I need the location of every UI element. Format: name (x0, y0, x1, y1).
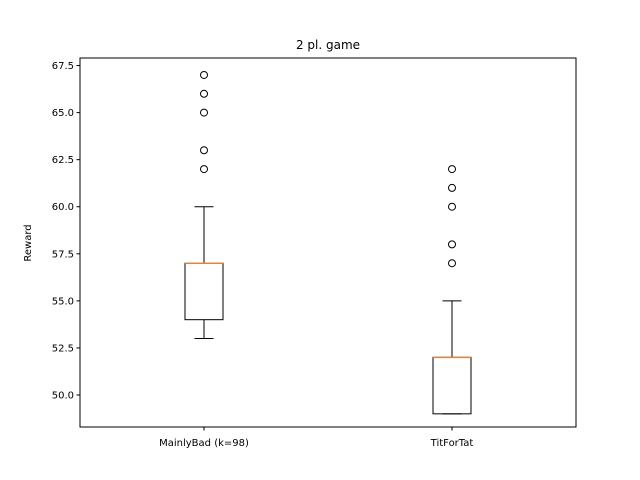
y-tick-label: 60.0 (52, 202, 74, 213)
y-tick-label: 67.5 (52, 61, 74, 72)
y-tick-label: 50.0 (52, 390, 74, 401)
axes-frame (79, 57, 577, 428)
y-tick-label: 52.5 (52, 343, 74, 354)
chart-title: 2 pl. game (296, 38, 360, 52)
y-tick-label: 65.0 (52, 108, 74, 119)
iqr-box (184, 262, 224, 321)
y-tick-label: 62.5 (52, 155, 74, 166)
outlier-point (200, 165, 208, 174)
outlier-point (448, 240, 456, 249)
iqr-box (432, 356, 472, 415)
plot-area: 50.0 52.5 55.0 57.5 60.0 62.5 65.0 67.5 MainlyBa… (52, 57, 577, 449)
outlier-point (200, 89, 208, 98)
outlier-point (200, 108, 208, 117)
outlier-point (200, 70, 208, 79)
x-tick-label: MainlyBad (k=98) (159, 438, 249, 449)
y-tick-label: 55.0 (52, 296, 74, 307)
outlier-point (448, 202, 456, 211)
outlier-point (448, 183, 456, 192)
y-axis-label: Reward (23, 224, 34, 261)
outlier-point (200, 146, 208, 155)
x-tick-label: TitForTat (430, 438, 474, 449)
outlier-point (448, 165, 456, 174)
y-tick-label: 57.5 (52, 249, 74, 260)
outlier-point (448, 259, 456, 268)
